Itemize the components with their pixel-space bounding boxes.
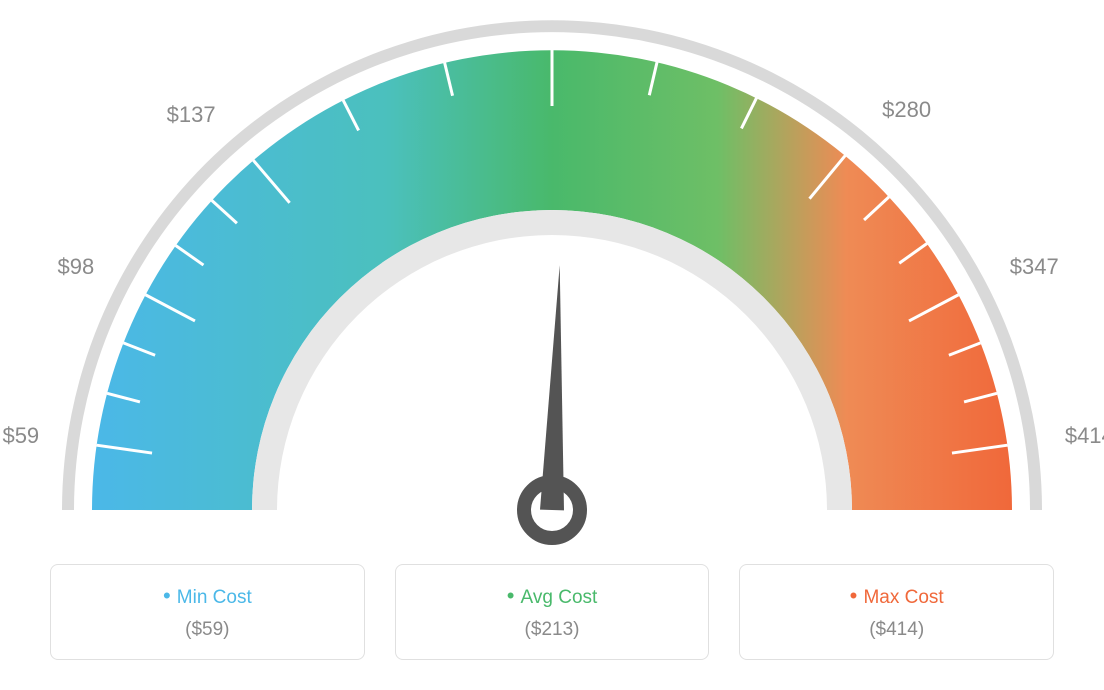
legend-card-min: Min Cost ($59): [50, 564, 365, 660]
tick-label: $213: [522, 0, 582, 4]
gauge-svg: [0, 0, 1104, 560]
legend-value: ($59): [61, 619, 354, 641]
legend-label: Min Cost: [61, 583, 354, 609]
legend-card-max: Max Cost ($414): [739, 564, 1054, 660]
cost-gauge-widget: { "gauge": { "type": "gauge", "cx": 552,…: [0, 0, 1104, 690]
legend-label: Avg Cost: [406, 583, 699, 609]
legend-row: Min Cost ($59) Avg Cost ($213) Max Cost ($414…: [50, 564, 1054, 660]
tick-label: $414: [1065, 423, 1104, 449]
tick-label: $280: [882, 97, 942, 123]
tick-label: $137: [156, 102, 216, 128]
legend-card-avg: Avg Cost ($213): [395, 564, 710, 660]
legend-label: Max Cost: [750, 583, 1043, 609]
legend-value: ($414): [750, 619, 1043, 641]
tick-label: $98: [34, 254, 94, 280]
tick-label: $347: [1010, 254, 1070, 280]
gauge-area: $59 $98 $137 $213 $280 $347 $414: [0, 0, 1104, 560]
needle: [540, 265, 564, 510]
legend-value: ($213): [406, 619, 699, 641]
tick-label: $59: [0, 423, 39, 449]
